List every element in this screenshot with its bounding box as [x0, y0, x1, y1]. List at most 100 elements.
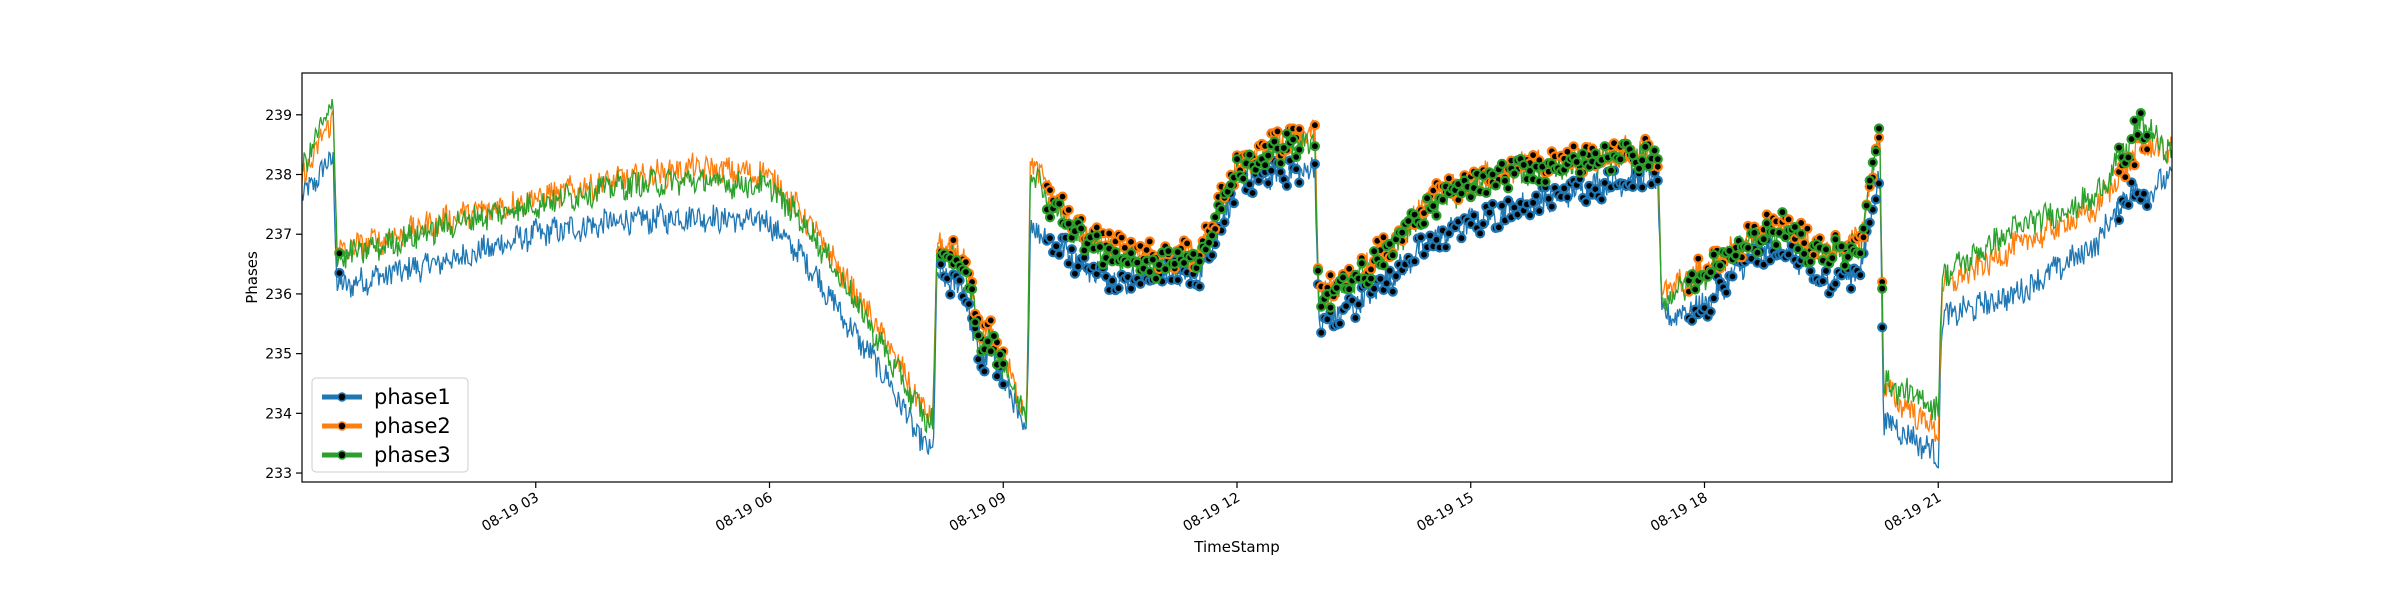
- marker-phase3: [1125, 248, 1137, 259]
- marker-phase2: [1309, 120, 1321, 131]
- marker-phase3: [988, 330, 1000, 342]
- marker-phase3: [1749, 227, 1760, 238]
- marker-phase1: [991, 371, 1003, 382]
- marker-phase1: [1493, 222, 1504, 233]
- marker-group: [334, 107, 2153, 390]
- marker-phase3: [1206, 230, 1218, 241]
- marker-phase3: [1378, 260, 1389, 271]
- marker-phase3: [1063, 218, 1074, 229]
- marker-phase3: [1368, 246, 1380, 257]
- marker-phase2: [1294, 124, 1305, 135]
- marker-phase2: [1119, 242, 1130, 253]
- marker-phase3: [1724, 245, 1735, 256]
- marker-phase3: [1287, 134, 1299, 145]
- marker-phase1: [1244, 179, 1255, 190]
- marker-phase3: [1590, 148, 1601, 159]
- marker-phase1: [1708, 293, 1719, 304]
- marker-phase1: [1456, 233, 1467, 244]
- marker-phase3: [1210, 212, 1221, 223]
- y-axis-label: Phases: [243, 251, 261, 304]
- marker-phase3: [973, 330, 984, 341]
- marker-phase2: [2129, 160, 2140, 171]
- marker-phase3: [1571, 156, 1582, 167]
- x-axis-label: TimeStamp: [1193, 538, 1279, 556]
- marker-phase3: [1855, 248, 1866, 259]
- marker-phase1: [1294, 177, 1305, 188]
- marker-phase2: [1063, 204, 1074, 215]
- marker-phase3: [1465, 192, 1476, 203]
- marker-phase1: [1194, 281, 1205, 292]
- marker-phase2: [2142, 144, 2153, 155]
- marker-phase3: [1742, 242, 1754, 253]
- marker-phase3: [1864, 175, 1875, 186]
- marker-phase3: [1820, 244, 1832, 255]
- marker-phase1: [1415, 232, 1427, 243]
- marker-phase2: [1693, 253, 1704, 264]
- marker-phase1: [1266, 165, 1277, 176]
- marker-phase1: [1135, 278, 1146, 289]
- marker-phase3: [2129, 115, 2140, 126]
- y-tick-label: 238: [265, 168, 292, 184]
- marker-phase3: [1110, 246, 1121, 258]
- marker-phase3: [1144, 266, 1155, 277]
- marker-phase1: [334, 267, 345, 279]
- marker-phase1: [1381, 278, 1392, 289]
- marker-phase3: [1799, 248, 1810, 259]
- marker-phase3: [1771, 239, 1782, 250]
- marker-phase3: [2123, 152, 2134, 163]
- marker-phase3: [1437, 194, 1448, 205]
- marker-phase3: [1216, 204, 1227, 215]
- marker-phase3: [1752, 247, 1763, 258]
- x-tick-label: 08-19 03: [479, 490, 542, 535]
- marker-phase3: [1789, 221, 1801, 233]
- marker-phase1: [1596, 194, 1607, 205]
- marker-phase1: [1805, 266, 1816, 277]
- x-tick-label: 08-19 15: [1414, 490, 1477, 535]
- marker-phase1: [1390, 271, 1402, 282]
- marker-phase3: [1877, 283, 1888, 294]
- marker-phase3: [1509, 168, 1520, 179]
- marker-phase3: [1758, 234, 1769, 245]
- marker-phase2: [1799, 238, 1810, 249]
- x-tick-label: 08-19 09: [947, 490, 1010, 535]
- marker-phase2: [985, 315, 996, 326]
- marker-phase1: [1830, 278, 1841, 289]
- marker-phase3: [1281, 128, 1293, 139]
- marker-phase3: [998, 358, 1009, 369]
- marker-phase1: [1705, 306, 1716, 317]
- marker-phase1: [1107, 275, 1118, 286]
- marker-phase3: [982, 336, 993, 347]
- marker-phase1: [2142, 200, 2153, 212]
- marker-phase3: [1805, 256, 1816, 267]
- marker-phase1: [1228, 198, 1240, 209]
- marker-phase1: [1627, 181, 1638, 192]
- marker-phase2: [1104, 228, 1115, 239]
- marker-phase1: [1487, 198, 1498, 210]
- marker-phase1: [1066, 244, 1077, 255]
- legend-label-phase2: phase2: [374, 414, 451, 438]
- marker-phase2: [1116, 232, 1127, 243]
- marker-phase3: [985, 346, 996, 357]
- marker-phase1: [1764, 255, 1776, 266]
- marker-phase1: [1721, 287, 1732, 298]
- marker-phase3: [1487, 169, 1498, 180]
- marker-phase2: [2120, 172, 2131, 183]
- marker-phase3: [1496, 158, 1508, 169]
- marker-phase1: [1562, 192, 1573, 203]
- marker-phase3: [1490, 180, 1501, 191]
- marker-phase1: [954, 275, 965, 286]
- y-tick-label: 237: [265, 227, 292, 243]
- marker-phase1: [1409, 256, 1420, 267]
- marker-phase1: [1496, 200, 1508, 211]
- marker-phase1: [1063, 258, 1074, 269]
- marker-phase3: [1599, 141, 1610, 152]
- marker-phase3: [1244, 149, 1255, 160]
- marker-phase3: [1777, 207, 1788, 218]
- marker-phase3: [1705, 267, 1716, 278]
- marker-phase1: [1531, 190, 1542, 201]
- marker-phase2: [1802, 223, 1813, 234]
- marker-phase3: [1278, 142, 1289, 154]
- marker-phase1: [998, 379, 1009, 390]
- marker-phase1: [1478, 218, 1489, 230]
- marker-phase3: [2135, 107, 2146, 119]
